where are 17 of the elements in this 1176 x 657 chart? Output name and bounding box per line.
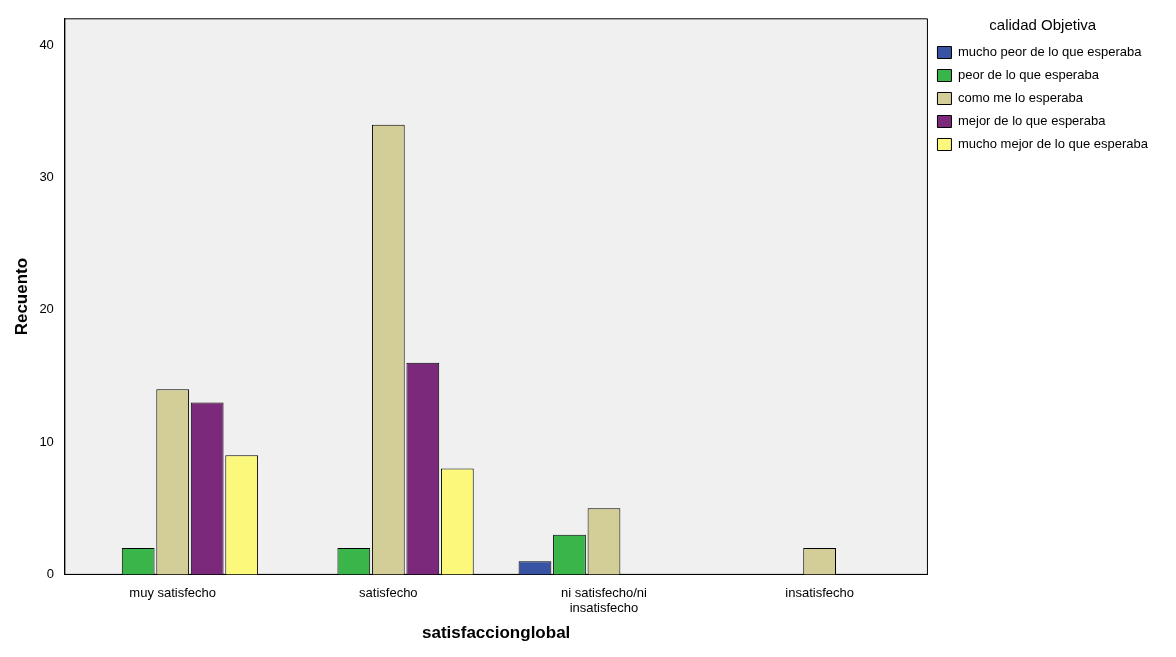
x-axis-title: satisfaccionglobal: [421, 623, 571, 643]
legend-label: mucho mejor de lo que esperaba: [957, 136, 1149, 152]
x-tick-label: muy satisfecho: [129, 584, 217, 600]
legend-title: calidad Objetiva: [989, 15, 1097, 33]
legend-label: peor de lo que esperaba: [957, 67, 1100, 83]
y-tick-label: 20: [39, 301, 54, 317]
y-tick-label: 30: [39, 169, 54, 185]
y-tick-label: 40: [39, 36, 54, 52]
y-tick-label: 10: [39, 433, 54, 449]
y-tick-label: 0: [46, 565, 54, 581]
legend-label: como me lo esperaba: [957, 90, 1084, 106]
x-tick-label: satisfecho: [359, 584, 418, 600]
x-tick-label: insatisfecho: [785, 584, 854, 600]
x-tick-label: ni satisfecho/ni insatisfecho: [560, 584, 648, 616]
y-axis-title: Recuento: [11, 257, 31, 336]
legend-label: mejor de lo que esperaba: [957, 113, 1107, 129]
legend-label: mucho peor de lo que esperaba: [957, 44, 1143, 60]
